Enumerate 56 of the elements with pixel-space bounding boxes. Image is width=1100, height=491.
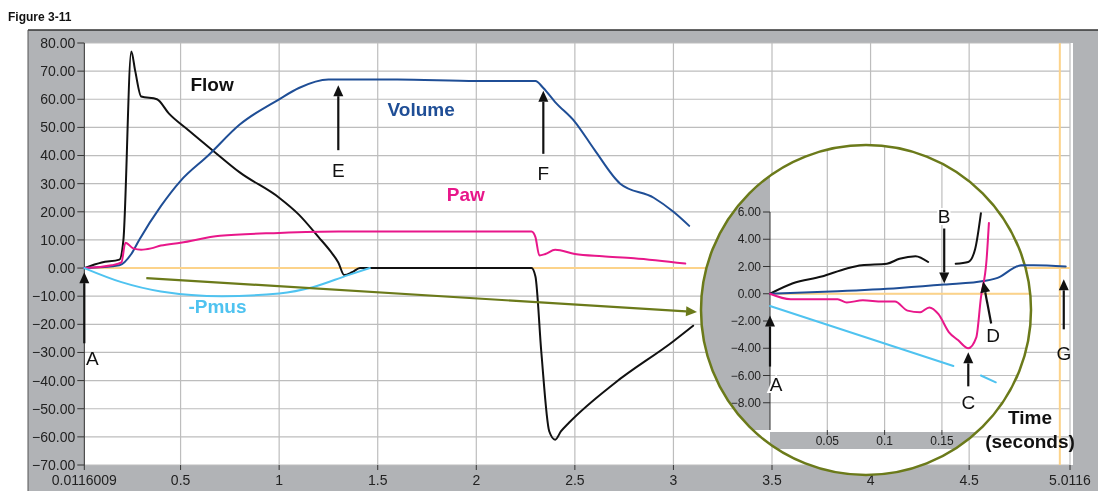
- y-tick-label: −70.00: [32, 456, 76, 473]
- y-tick-label: 50.00: [40, 119, 76, 136]
- x-tick-label: 0.0116009: [51, 472, 118, 488]
- annotation: B: [937, 206, 951, 228]
- chart-title: Figure 3-11: [8, 10, 72, 24]
- y-tick-label: −8.00: [730, 395, 762, 410]
- x-tick-label: 2.5: [565, 472, 585, 488]
- y-tick-label: 2.00: [737, 259, 762, 274]
- y-tick-label: 40.00: [40, 147, 76, 164]
- x-tick-label: 0.1: [876, 434, 894, 448]
- x-tick-label: 0.05: [815, 434, 840, 448]
- y-tick-label: −50.00: [32, 400, 76, 417]
- x-tick-label: 4: [866, 472, 875, 488]
- x-tick-label: 0.5: [170, 472, 191, 488]
- series-label: Paw: [446, 183, 485, 205]
- y-tick-label: −60.00: [32, 428, 76, 445]
- x-tick-label: 1.5: [367, 472, 388, 488]
- y-tick-label: 80.00: [40, 34, 76, 51]
- y-tick-label: −10.00: [32, 288, 76, 305]
- annotation: G: [1056, 342, 1072, 364]
- x-tick-label: 4.5: [959, 472, 980, 488]
- annotation: F: [537, 163, 550, 185]
- annotation: E: [331, 159, 345, 181]
- y-tick-label: −40.00: [32, 372, 76, 389]
- annotation: A: [85, 347, 99, 369]
- y-tick-label: −30.00: [32, 344, 76, 361]
- y-tick-label: −6.00: [730, 368, 762, 383]
- line-series: [83, 50, 695, 441]
- y-tick-label: 0.00: [737, 286, 762, 301]
- x-tick-label: 0.15: [930, 434, 954, 448]
- y-tick-label: 30.00: [40, 175, 76, 192]
- series-label: Volume: [387, 99, 455, 121]
- y-tick-label: 10.00: [40, 231, 76, 248]
- y-tick-label: 4.00: [737, 232, 762, 247]
- y-tick-label: 6.00: [737, 205, 762, 220]
- series-label: Flow: [190, 73, 234, 95]
- line-series: [83, 230, 687, 270]
- x-tick-label: 5.0116: [1049, 472, 1092, 488]
- x-tick-label: 2: [472, 472, 481, 488]
- y-tick-label: −4.00: [730, 341, 762, 356]
- annotation: A: [769, 374, 783, 396]
- y-tick-label: −20.00: [32, 316, 76, 333]
- annotation: C: [961, 391, 976, 413]
- series-label: -Pmus: [188, 296, 247, 318]
- y-tick-label: 0.00: [48, 259, 76, 276]
- y-tick-label: −2.00: [730, 314, 762, 329]
- x-tick-label: 3.5: [762, 472, 782, 488]
- x-tick-label: 3: [669, 472, 678, 488]
- x-tick-label: 1: [275, 472, 284, 488]
- x-axis-title: Time (seconds): [985, 407, 1075, 452]
- line-series: [83, 267, 371, 298]
- y-tick-label: 70.00: [40, 63, 76, 80]
- annotation: D: [986, 325, 1001, 347]
- y-tick-label: 20.00: [40, 203, 76, 220]
- y-tick-label: 60.00: [40, 91, 76, 108]
- line-series: [769, 264, 1067, 295]
